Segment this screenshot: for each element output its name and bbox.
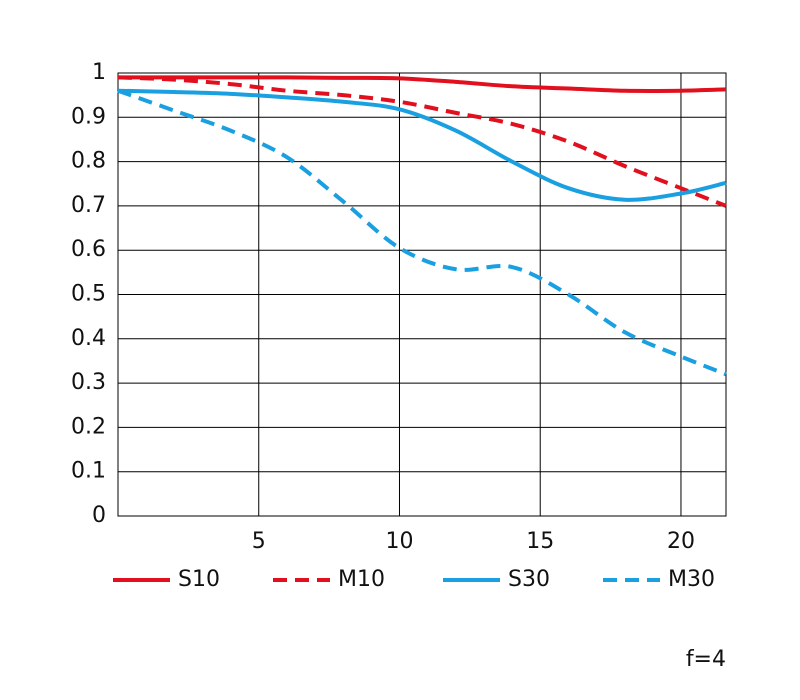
y-tick-label: 0.5 [71, 282, 106, 307]
series-line [117, 88, 727, 202]
legend-label: S10 [178, 567, 220, 592]
annotation: f=4 [686, 647, 726, 672]
y-tick-label: 0 [92, 503, 106, 528]
legend-label: S30 [508, 567, 550, 592]
y-tick-label: 0.8 [71, 149, 106, 174]
series-line [118, 75, 727, 93]
x-tick-label: 10 [385, 529, 413, 554]
y-tick-label: 1 [92, 60, 106, 85]
y-tick-label: 0.9 [71, 104, 106, 129]
series-line [117, 75, 727, 208]
x-tick-label: 15 [526, 529, 554, 554]
series-line [117, 88, 727, 377]
x-tick-label: 20 [667, 529, 695, 554]
y-tick-label: 0.6 [71, 237, 106, 262]
x-tick-label: 5 [252, 529, 266, 554]
legend-label: M10 [338, 567, 385, 592]
y-tick-label: 0.7 [71, 193, 106, 218]
y-tick-label: 0.3 [71, 370, 106, 395]
y-tick-label: 0.4 [71, 326, 106, 351]
y-tick-label: 0.2 [71, 414, 106, 439]
plot-frame [117, 72, 727, 517]
legend-label: M30 [668, 567, 715, 592]
y-tick-label: 0.1 [71, 459, 106, 484]
